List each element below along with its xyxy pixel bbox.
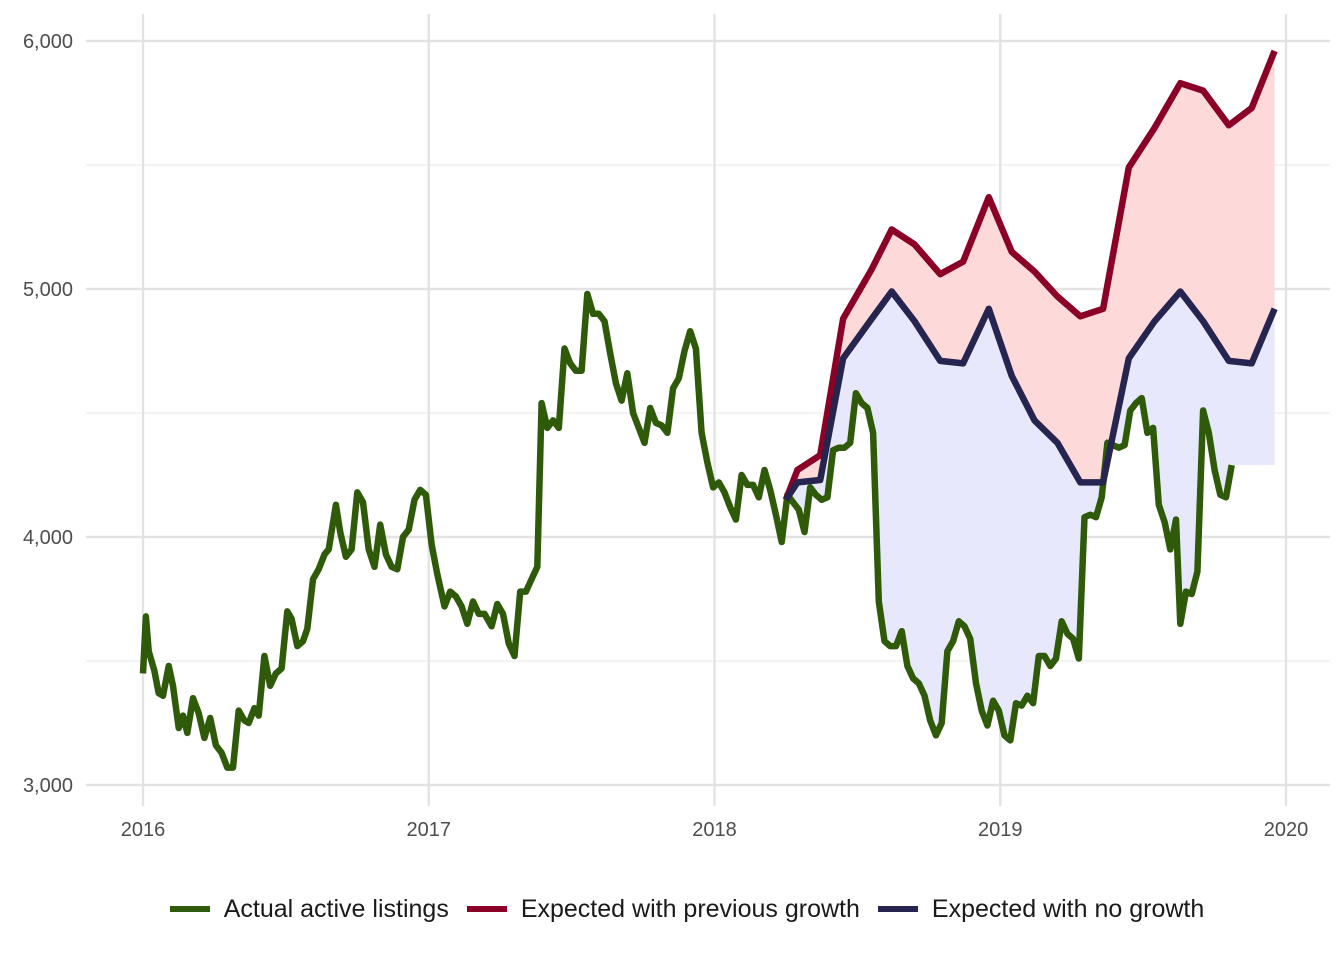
x-tick-label: 2019 <box>978 819 1023 841</box>
legend-item-actual: Actual active listings <box>169 894 449 924</box>
legend-label-previous-growth: Expected with previous growth <box>520 894 860 923</box>
x-tick-label: 2017 <box>407 819 452 841</box>
legend-item-previous-growth: Expected with previous growth <box>466 894 860 924</box>
legend-label-actual: Actual active listings <box>223 894 449 923</box>
x-tick-label: 2018 <box>692 819 737 841</box>
legend-swatch-actual <box>169 906 210 912</box>
y-tick-label: 5,000 <box>23 279 73 301</box>
y-tick-label: 3,000 <box>23 775 73 797</box>
x-tick-label: 2020 <box>1264 819 1309 841</box>
band-no-growth <box>785 291 1275 741</box>
legend-swatch-no-growth <box>877 906 918 912</box>
band-previous-growth <box>785 50 1275 500</box>
series-lines <box>139 49 1278 771</box>
y-tick-label: 4,000 <box>23 527 73 549</box>
series-line-previous-growth <box>782 49 1278 501</box>
series-line-actual <box>139 290 1235 771</box>
legend-label-no-growth: Expected with no growth <box>931 894 1205 923</box>
x-tick-label: 2016 <box>121 819 166 841</box>
shaded-areas <box>785 50 1275 741</box>
legend-item-no-growth: Expected with no growth <box>877 894 1205 924</box>
grid <box>86 14 1330 806</box>
legend: Actual active listings Expected with pre… <box>0 884 1344 934</box>
legend-swatch-previous-growth <box>466 906 507 912</box>
series-line-no-growth <box>783 288 1278 502</box>
axis-labels: 3,000 4,000 5,000 6,000 2016 2017 2018 2019 2020 <box>23 31 1308 841</box>
y-tick-label: 6,000 <box>23 31 73 53</box>
